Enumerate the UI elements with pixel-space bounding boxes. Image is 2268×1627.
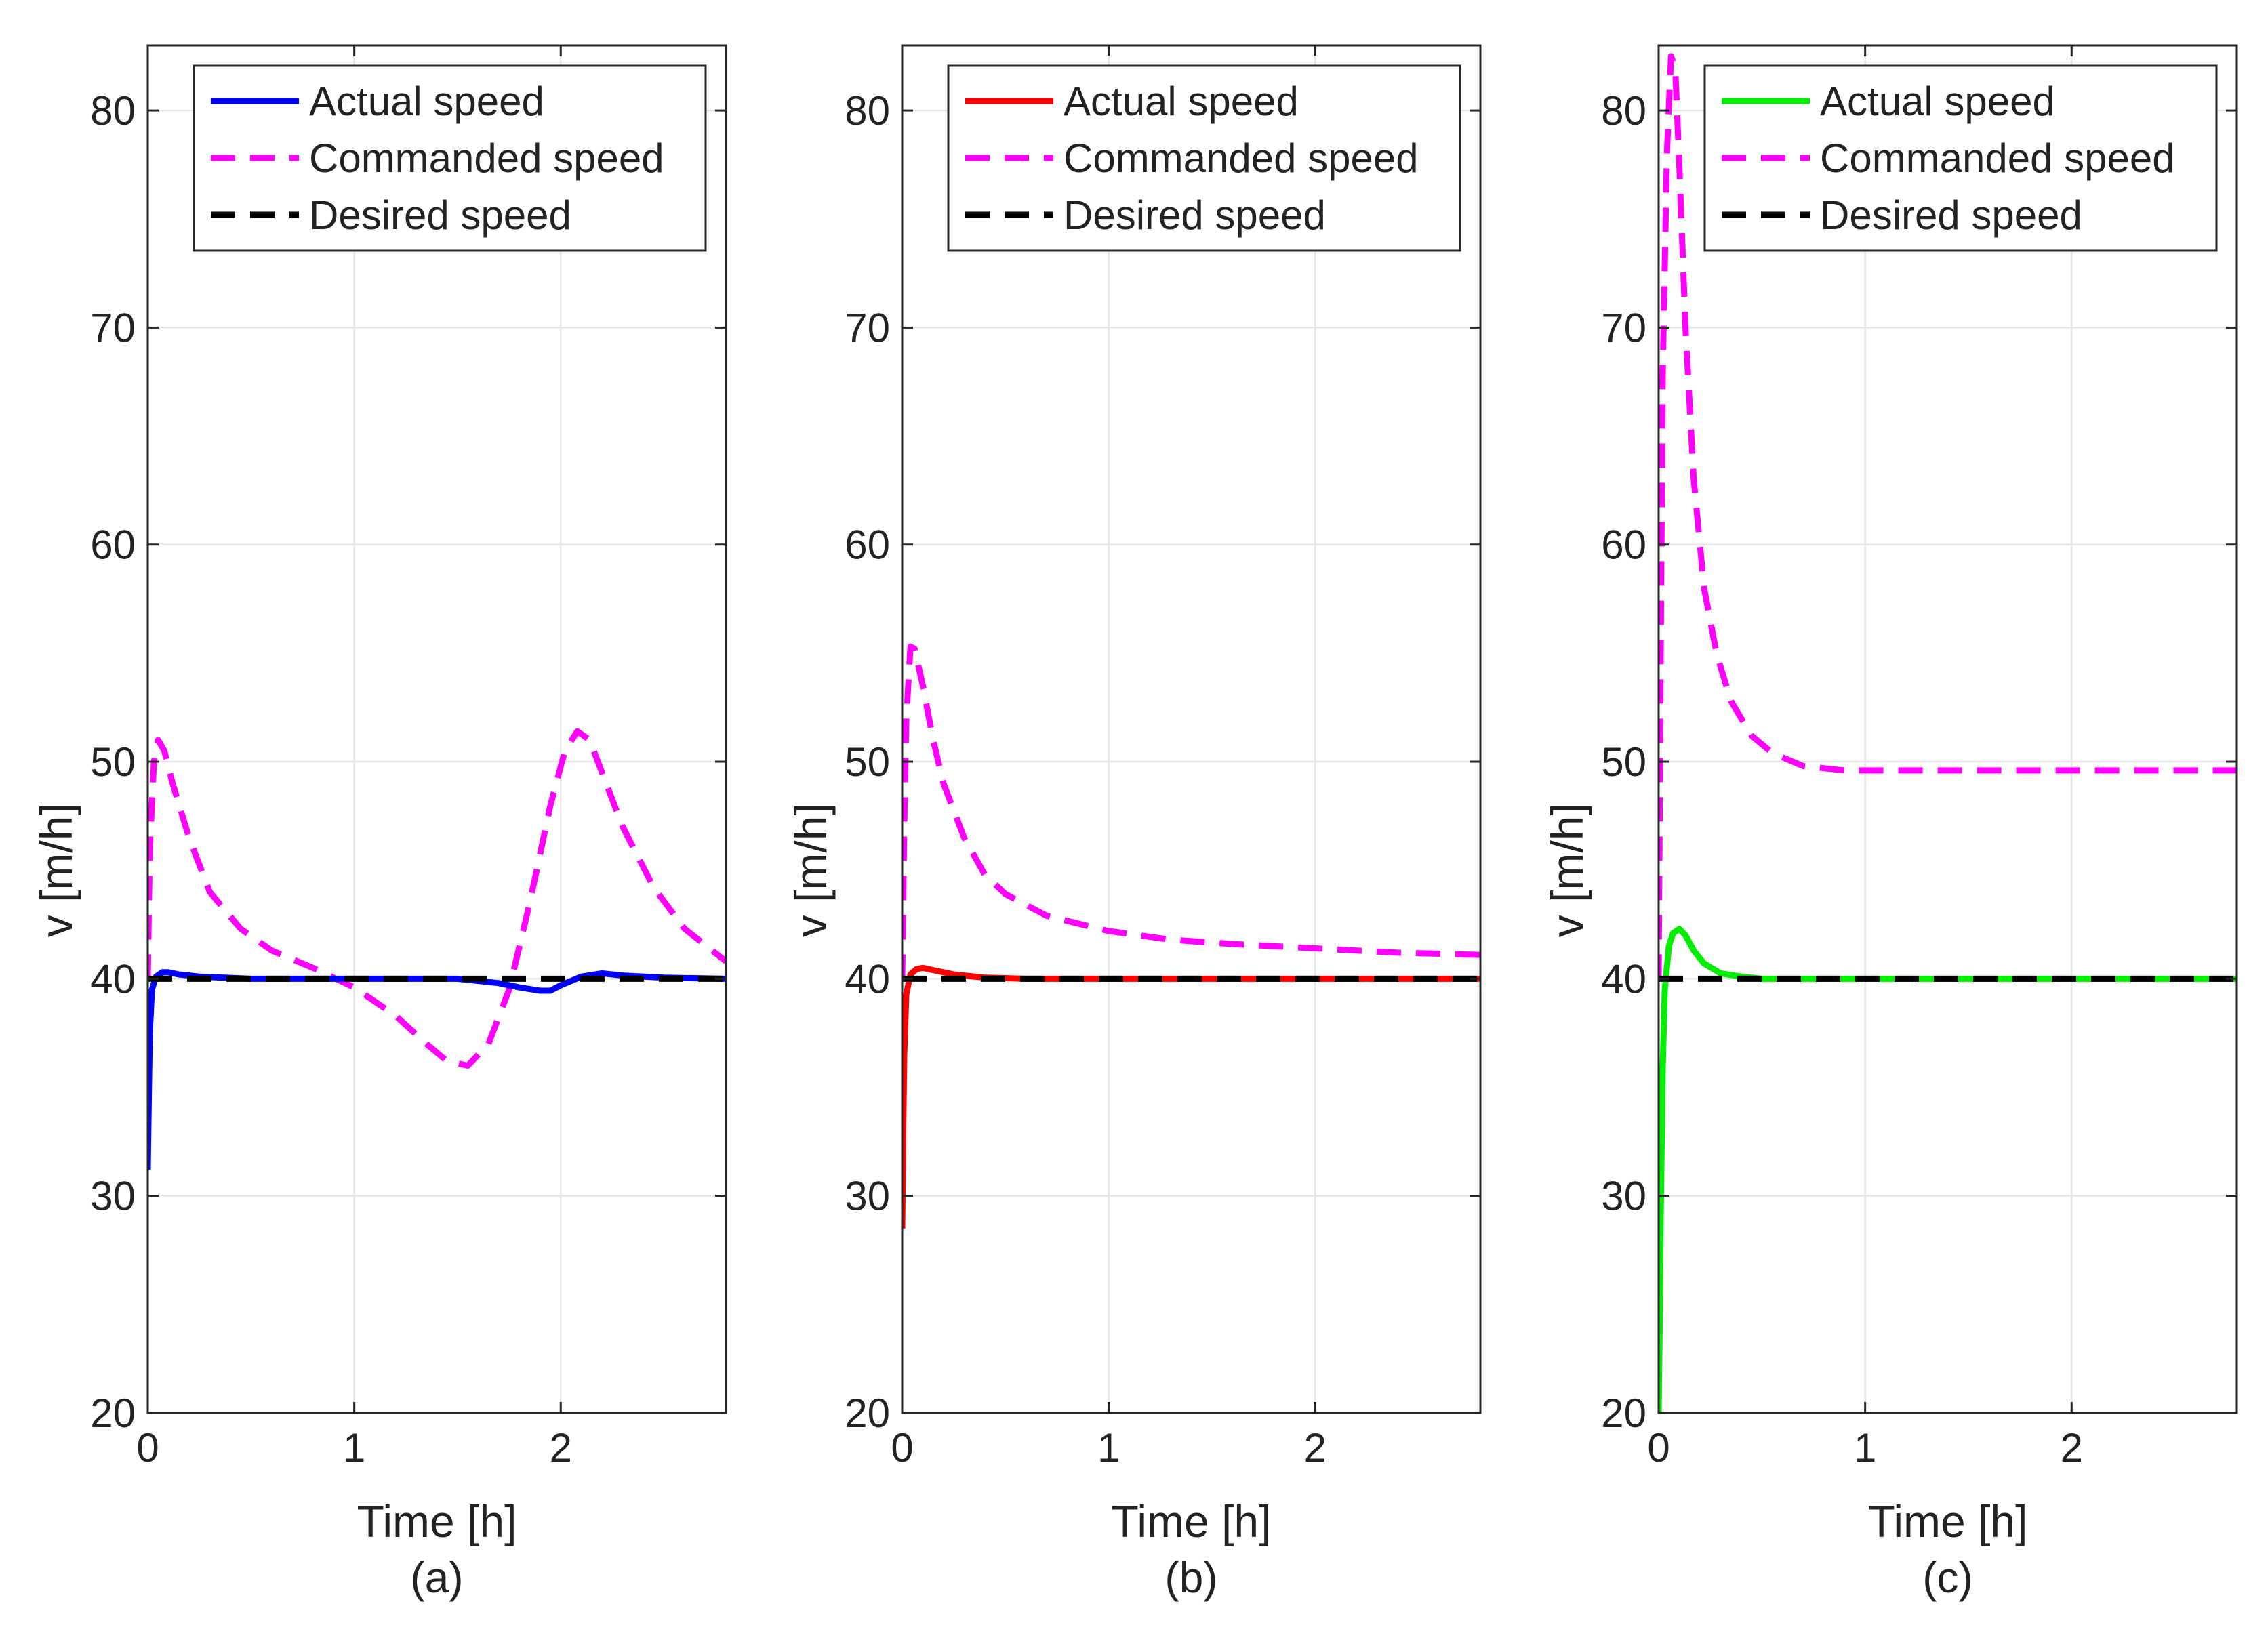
legend-box: [193, 64, 707, 252]
y-tick-label: 30: [845, 1174, 890, 1219]
panel-caption: (a): [410, 1553, 463, 1602]
series-line-commanded-speed: [1659, 53, 2237, 979]
chart-panel-2: 0 1 2 20 30 40 50 60 70 80 Time [h] v [m/h] (c) Actua…: [1542, 44, 2238, 1602]
legend: Actual speed Commanded speed Desired speed: [1703, 64, 2218, 252]
legend-box: [947, 64, 1461, 252]
y-tick-label: 20: [845, 1391, 890, 1436]
y-tick-label: 30: [1601, 1174, 1646, 1219]
series-line-commanded-speed: [902, 643, 1480, 979]
y-axis-label: v [m/h]: [786, 803, 836, 937]
legend: Actual speed Commanded speed Desired speed: [193, 64, 707, 252]
y-tick-label: 20: [90, 1391, 136, 1436]
y-tick-label: 60: [90, 522, 136, 568]
x-tick-label: 2: [2061, 1425, 2083, 1470]
y-tick-label: 80: [1601, 88, 1646, 133]
x-axis-label: Time [h]: [1112, 1496, 1272, 1546]
chart-panel-0: 0 1 2 20 30 40 50 60 70 80 Time [h] v [m/h] (a) Actua…: [31, 44, 727, 1602]
legend-box: [1703, 64, 2218, 252]
y-axis-label: v [m/h]: [31, 803, 81, 937]
x-tick-label: 0: [136, 1425, 159, 1470]
legend-label: Desired speed: [1064, 192, 1326, 238]
x-tick-label: 1: [1097, 1425, 1120, 1470]
series-line-commanded-speed: [148, 728, 726, 1069]
x-tick-label: 1: [1854, 1425, 1876, 1470]
x-tick-label: 2: [550, 1425, 572, 1470]
y-axis-label: v [m/h]: [1542, 803, 1592, 937]
chart-panel-1: 0 1 2 20 30 40 50 60 70 80 Time [h] v [m/h] (b) Actua…: [786, 44, 1482, 1602]
x-tick-label: 1: [343, 1425, 365, 1470]
y-tick-label: 40: [845, 956, 890, 1002]
y-tick-label: 60: [845, 522, 890, 568]
x-axis-label: Time [h]: [357, 1496, 517, 1546]
x-axis-label: Time [h]: [1868, 1496, 2028, 1546]
panel-caption: (c): [1922, 1553, 1973, 1602]
y-tick-label: 70: [845, 305, 890, 350]
plot-area: [902, 45, 1480, 1413]
x-tick-label: 0: [891, 1425, 913, 1470]
legend-label: Actual speed: [309, 79, 544, 124]
legend-label: Commanded speed: [309, 136, 664, 181]
legend-label: Desired speed: [1820, 192, 2082, 238]
y-tick-label: 80: [90, 88, 136, 133]
y-tick-label: 50: [1601, 739, 1646, 785]
panel-caption: (b): [1165, 1553, 1217, 1602]
legend: Actual speed Commanded speed Desired speed: [947, 64, 1461, 252]
axes-box: [146, 44, 727, 1414]
plot-area: [1659, 45, 2237, 1413]
axes-box: [1657, 44, 2238, 1414]
legend-label: Desired speed: [309, 192, 571, 238]
series-line-actual-speed: [902, 964, 1480, 1229]
legend-label: Actual speed: [1820, 79, 2055, 124]
y-tick-label: 50: [90, 739, 136, 785]
axes-box: [901, 44, 1482, 1414]
y-tick-label: 50: [845, 739, 890, 785]
series-group: [902, 643, 1480, 1229]
y-tick-label: 40: [1601, 956, 1646, 1002]
legend-label: Commanded speed: [1064, 136, 1419, 181]
plot-area: [148, 45, 726, 1413]
y-tick-label: 40: [90, 956, 136, 1002]
legend-label: Actual speed: [1064, 79, 1299, 124]
y-tick-label: 30: [90, 1174, 136, 1219]
y-tick-label: 70: [90, 305, 136, 350]
legend-label: Commanded speed: [1820, 136, 2175, 181]
series-group: [1659, 53, 2237, 1413]
y-tick-label: 80: [845, 88, 890, 133]
y-tick-label: 20: [1601, 1391, 1646, 1436]
y-tick-label: 70: [1601, 305, 1646, 350]
x-tick-label: 2: [1304, 1425, 1327, 1470]
x-tick-label: 0: [1647, 1425, 1669, 1470]
y-tick-label: 60: [1601, 522, 1646, 568]
